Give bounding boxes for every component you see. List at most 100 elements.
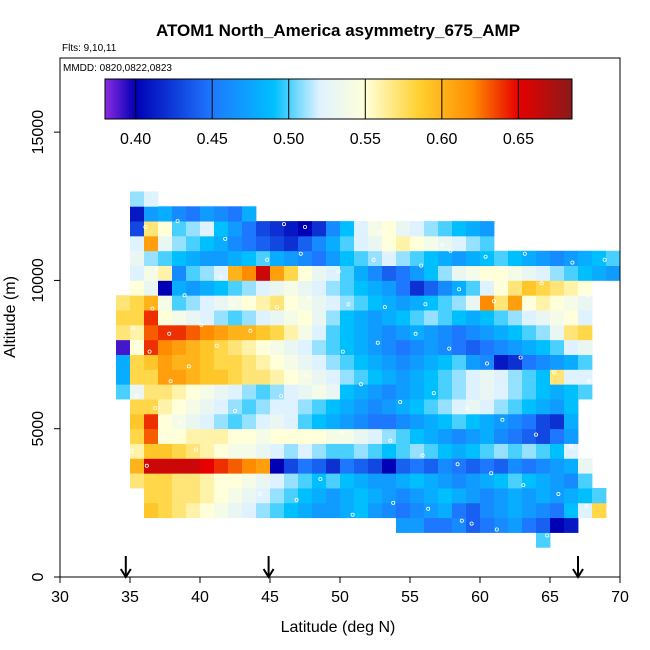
heatmap-cell xyxy=(466,369,481,385)
heatmap-cell xyxy=(270,295,285,311)
heatmap-cell xyxy=(466,280,481,296)
sample-point xyxy=(388,438,393,443)
heatmap-cell xyxy=(536,488,551,504)
heatmap-cell xyxy=(368,502,383,519)
heatmap-cell xyxy=(256,221,271,237)
heatmap-cell xyxy=(438,458,453,474)
heatmap-cell xyxy=(130,235,145,252)
heatmap-cell xyxy=(550,413,565,430)
heatmap-cell xyxy=(340,354,355,370)
heatmap-cell xyxy=(200,206,215,222)
heatmap-cell xyxy=(368,473,383,489)
heatmap-cell xyxy=(186,473,201,489)
colorbar-tick-label: 0.45 xyxy=(197,131,228,148)
heatmap-cell xyxy=(382,384,397,400)
heatmap-cell xyxy=(466,488,481,504)
heatmap-cell xyxy=(550,458,565,474)
heatmap-cell xyxy=(438,310,453,326)
heatmap-cell xyxy=(480,428,495,444)
heatmap-cell xyxy=(228,473,243,489)
heatmap-cell xyxy=(536,280,551,296)
heatmap-cell xyxy=(410,250,425,266)
x-tick-label: 60 xyxy=(471,589,489,606)
heatmap-cell xyxy=(466,413,481,430)
heatmap-cell xyxy=(130,310,145,326)
heatmap-cell xyxy=(242,339,257,355)
heatmap-cell xyxy=(200,473,215,489)
heatmap-cell xyxy=(424,458,439,474)
heatmap-cell xyxy=(578,250,593,266)
heatmap-cell xyxy=(564,354,579,370)
heatmap-cell xyxy=(242,235,257,252)
heatmap-cell xyxy=(326,399,341,415)
heatmap-cell xyxy=(368,428,383,444)
heatmap-cell xyxy=(298,354,313,370)
heatmap-cell xyxy=(186,458,201,474)
heatmap-cell xyxy=(354,235,369,252)
heatmap-cell xyxy=(242,488,257,504)
heatmap-cell xyxy=(116,324,131,341)
heatmap-cell xyxy=(284,295,299,311)
heatmap-cell xyxy=(536,473,551,489)
heatmap-cell xyxy=(494,295,509,311)
heatmap-cell xyxy=(368,369,383,385)
heatmap-cell xyxy=(550,443,565,459)
heatmap-cell xyxy=(480,473,495,489)
heatmap-cell xyxy=(410,369,425,385)
colorbar-tick-label: 0.60 xyxy=(426,131,457,148)
heatmap-cell xyxy=(354,324,369,341)
heatmap-cell xyxy=(480,458,495,474)
heatmap-cell xyxy=(480,369,495,385)
heatmap-cell xyxy=(214,324,229,341)
heatmap-cell xyxy=(536,502,551,519)
heatmap-cell xyxy=(326,458,341,474)
heatmap-cell xyxy=(452,399,467,415)
heatmap-cell xyxy=(186,339,201,355)
heatmap-cell xyxy=(298,295,313,311)
sample-point xyxy=(398,399,403,404)
heatmap-cell xyxy=(144,339,159,355)
sample-point xyxy=(469,521,474,526)
heatmap-cell xyxy=(172,428,187,444)
heatmap-cell xyxy=(186,265,201,281)
heatmap-cell xyxy=(382,428,397,444)
heatmap-cell xyxy=(424,413,439,430)
heatmap-cell xyxy=(564,310,579,326)
heatmap-cell xyxy=(494,413,509,430)
heatmap-cell xyxy=(326,428,341,444)
heatmap-cell xyxy=(438,473,453,489)
heatmap-cell xyxy=(158,235,173,252)
x-tick-label: 30 xyxy=(51,589,69,606)
heatmap-cell xyxy=(438,384,453,400)
heatmap-cell xyxy=(522,458,537,474)
heatmap-cell xyxy=(144,502,159,519)
heatmap-cell xyxy=(424,517,439,533)
heatmap-cell xyxy=(270,235,285,252)
heatmap-cell xyxy=(410,384,425,400)
heatmap-cell xyxy=(578,354,593,370)
heatmap-cell xyxy=(326,265,341,281)
heatmap-cell xyxy=(396,399,411,415)
heatmap-cell xyxy=(354,310,369,326)
heatmap-cell xyxy=(284,428,299,444)
heatmap-cell xyxy=(564,473,579,489)
heatmap-cell xyxy=(550,354,565,370)
heatmap-cell xyxy=(382,295,397,311)
heatmap-cell xyxy=(312,354,327,370)
heatmap-cell xyxy=(438,339,453,355)
heatmap-cell xyxy=(508,384,523,400)
heatmap-cell xyxy=(368,235,383,252)
heatmap-cell xyxy=(410,488,425,504)
heatmap-cell xyxy=(522,443,537,459)
heatmap-cell xyxy=(550,310,565,326)
heatmap-cell xyxy=(466,265,481,281)
sample-point xyxy=(556,491,561,496)
heatmap-cell xyxy=(382,413,397,430)
sample-point xyxy=(594,328,599,333)
sample-point xyxy=(154,266,159,271)
heatmap-cell xyxy=(312,428,327,444)
heatmap-cell xyxy=(228,295,243,311)
heatmap-cell xyxy=(144,191,159,207)
heatmap-cell xyxy=(172,502,187,519)
heatmap-cell xyxy=(438,221,453,237)
